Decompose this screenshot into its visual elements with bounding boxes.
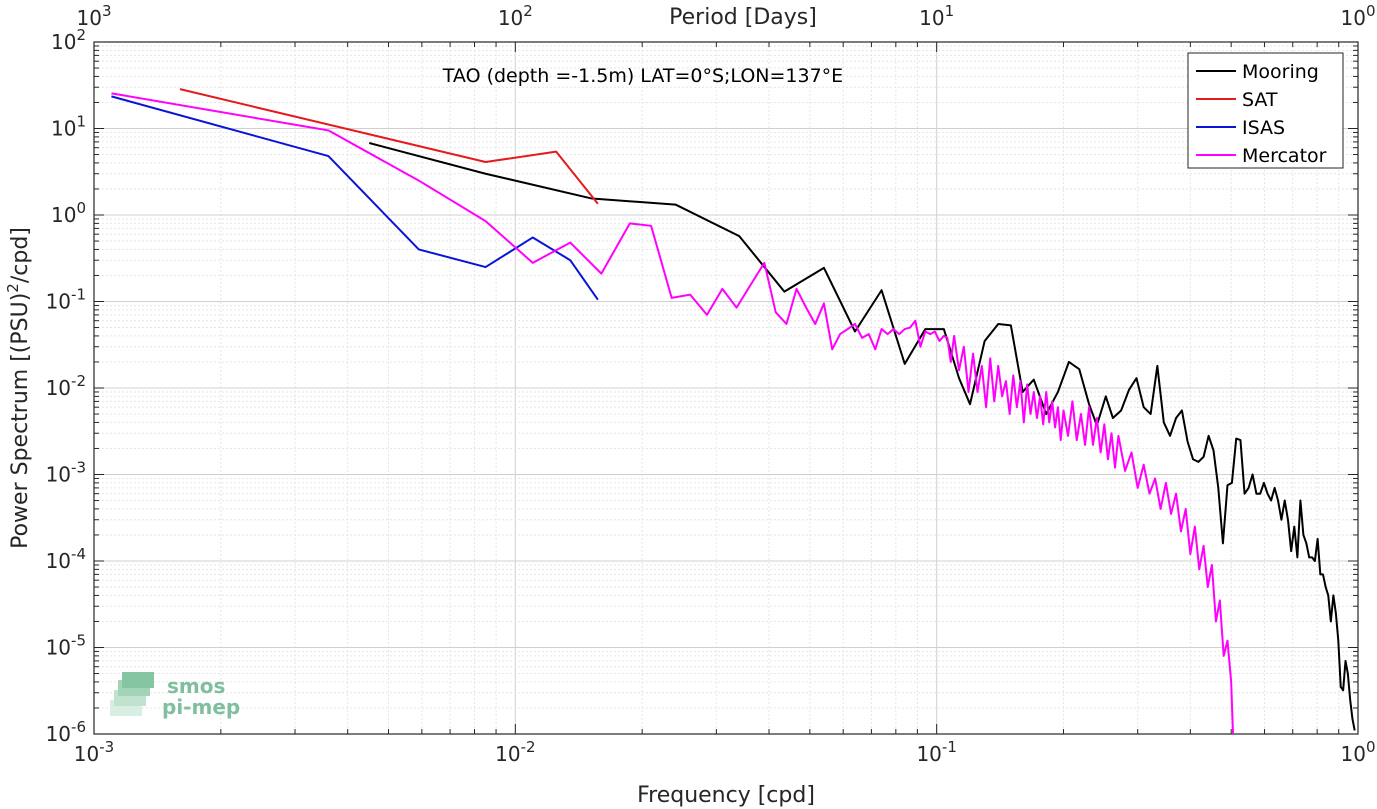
x-tick-label: 10-2 [495,738,535,766]
legend: Mooring SAT ISAS Mercator [1188,53,1343,168]
x-tick-label: 10-1 [916,738,956,766]
y-tick-label: 100 [51,199,86,227]
top-axis-title: Period [Days] [669,5,817,30]
y-tick-label: 102 [51,26,86,54]
y-tick-label: 10-3 [46,459,86,487]
top-tick-label: 101 [919,2,954,30]
power-spectrum-chart: 10-3 10-2 10-1 100103 102 101 10010210110010-1… [0,0,1377,809]
y-tick-label: 101 [51,113,86,141]
y-tick-label: 10-4 [46,545,86,573]
y-tick-label: 10-1 [46,286,86,314]
x-tick-label: 100 [1341,738,1376,766]
y-axis-title-sup: 2 [4,283,22,293]
legend-label-isas: ISAS [1242,117,1285,139]
logo-line-2: pi-mep [162,695,240,719]
series-line-isas [111,96,597,299]
series-mooring [369,143,1354,730]
y-axis-title: Power Spectrum [(PSU)2/cpd] [4,227,33,549]
grid-lines [94,42,1358,734]
y-axis-title-tail: /cpd] [8,227,33,283]
top-tick-label: 100 [1341,2,1376,30]
legend-label-mooring: Mooring [1242,61,1319,83]
legend-label-sat: SAT [1242,89,1278,111]
chart-title: TAO (depth =-1.5m) LAT=0°S;LON=137°E [442,65,843,87]
y-tick-label: 10-5 [46,632,86,660]
x-axis-title: Frequency [cpd] [637,783,815,808]
smos-pi-mep-logo: smos pi-mep [110,672,240,719]
top-tick-label: 102 [498,2,533,30]
series-layer [111,89,1354,734]
legend-label-mercator: Mercator [1242,145,1327,167]
y-tick-label: 10-2 [46,372,86,400]
x-tick-label: 10-3 [74,738,114,766]
series-isas [111,96,597,299]
series-line-mooring [369,143,1354,730]
logo-layer-4 [122,672,154,688]
y-axis-title-main: Power Spectrum [(PSU) [8,293,33,549]
